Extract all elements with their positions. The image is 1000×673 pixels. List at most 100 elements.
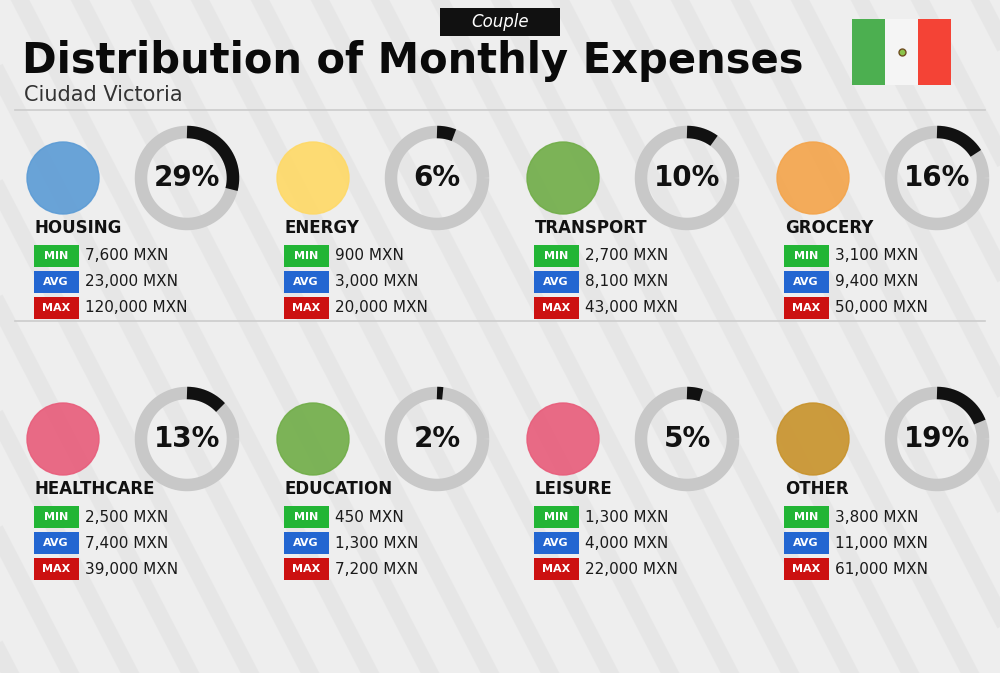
Text: OTHER: OTHER — [785, 480, 849, 498]
Text: 13%: 13% — [154, 425, 220, 453]
Text: LEISURE: LEISURE — [535, 480, 613, 498]
Text: 61,000 MXN: 61,000 MXN — [835, 561, 928, 577]
FancyBboxPatch shape — [534, 558, 578, 580]
Circle shape — [777, 403, 849, 475]
Text: 20,000 MXN: 20,000 MXN — [335, 301, 428, 316]
Circle shape — [277, 142, 349, 214]
FancyBboxPatch shape — [34, 245, 78, 267]
FancyBboxPatch shape — [534, 271, 578, 293]
FancyBboxPatch shape — [885, 19, 918, 85]
Text: MAX: MAX — [42, 303, 70, 313]
FancyBboxPatch shape — [284, 245, 328, 267]
Text: MAX: MAX — [792, 303, 820, 313]
Text: MAX: MAX — [42, 564, 70, 574]
Text: MIN: MIN — [44, 512, 68, 522]
Text: MAX: MAX — [292, 564, 320, 574]
Text: 2,700 MXN: 2,700 MXN — [585, 248, 668, 264]
FancyBboxPatch shape — [34, 506, 78, 528]
Text: 450 MXN: 450 MXN — [335, 509, 404, 524]
Text: AVG: AVG — [793, 277, 819, 287]
FancyBboxPatch shape — [284, 532, 328, 554]
Text: 7,600 MXN: 7,600 MXN — [85, 248, 168, 264]
Text: 8,100 MXN: 8,100 MXN — [585, 275, 668, 289]
Text: MIN: MIN — [294, 512, 318, 522]
Text: 1,300 MXN: 1,300 MXN — [585, 509, 668, 524]
Text: MAX: MAX — [542, 303, 570, 313]
Text: 2,500 MXN: 2,500 MXN — [85, 509, 168, 524]
Circle shape — [27, 142, 99, 214]
Text: 10%: 10% — [654, 164, 720, 192]
Text: 9,400 MXN: 9,400 MXN — [835, 275, 918, 289]
FancyBboxPatch shape — [284, 297, 328, 319]
Circle shape — [777, 142, 849, 214]
Text: 16%: 16% — [904, 164, 970, 192]
Text: AVG: AVG — [543, 538, 569, 548]
Text: AVG: AVG — [43, 277, 69, 287]
Text: 120,000 MXN: 120,000 MXN — [85, 301, 188, 316]
Text: Ciudad Victoria: Ciudad Victoria — [24, 85, 183, 105]
Circle shape — [527, 403, 599, 475]
Text: 29%: 29% — [154, 164, 220, 192]
Text: AVG: AVG — [293, 277, 319, 287]
FancyBboxPatch shape — [852, 19, 885, 85]
FancyBboxPatch shape — [784, 558, 828, 580]
Text: MIN: MIN — [544, 512, 568, 522]
Text: AVG: AVG — [43, 538, 69, 548]
FancyBboxPatch shape — [534, 245, 578, 267]
FancyBboxPatch shape — [284, 506, 328, 528]
Text: ENERGY: ENERGY — [285, 219, 360, 237]
Text: 50,000 MXN: 50,000 MXN — [835, 301, 928, 316]
Text: 3,100 MXN: 3,100 MXN — [835, 248, 918, 264]
Text: MIN: MIN — [44, 251, 68, 261]
FancyBboxPatch shape — [284, 558, 328, 580]
Text: 2%: 2% — [413, 425, 461, 453]
Text: 7,400 MXN: 7,400 MXN — [85, 536, 168, 551]
Text: HEALTHCARE: HEALTHCARE — [35, 480, 156, 498]
Circle shape — [277, 403, 349, 475]
Text: 5%: 5% — [663, 425, 711, 453]
Text: MAX: MAX — [292, 303, 320, 313]
Text: 43,000 MXN: 43,000 MXN — [585, 301, 678, 316]
Text: 900 MXN: 900 MXN — [335, 248, 404, 264]
Text: 3,800 MXN: 3,800 MXN — [835, 509, 918, 524]
Text: 23,000 MXN: 23,000 MXN — [85, 275, 178, 289]
FancyBboxPatch shape — [34, 532, 78, 554]
FancyBboxPatch shape — [784, 271, 828, 293]
Text: 22,000 MXN: 22,000 MXN — [585, 561, 678, 577]
FancyBboxPatch shape — [534, 297, 578, 319]
Circle shape — [27, 403, 99, 475]
FancyBboxPatch shape — [534, 506, 578, 528]
FancyBboxPatch shape — [440, 8, 560, 36]
Text: AVG: AVG — [543, 277, 569, 287]
FancyBboxPatch shape — [784, 532, 828, 554]
Text: 7,200 MXN: 7,200 MXN — [335, 561, 418, 577]
Text: 3,000 MXN: 3,000 MXN — [335, 275, 418, 289]
FancyBboxPatch shape — [34, 558, 78, 580]
Text: MAX: MAX — [542, 564, 570, 574]
FancyBboxPatch shape — [784, 297, 828, 319]
Text: MIN: MIN — [794, 512, 818, 522]
FancyBboxPatch shape — [284, 271, 328, 293]
Text: TRANSPORT: TRANSPORT — [535, 219, 648, 237]
Text: MAX: MAX — [792, 564, 820, 574]
Text: MIN: MIN — [544, 251, 568, 261]
FancyBboxPatch shape — [784, 245, 828, 267]
Text: EDUCATION: EDUCATION — [285, 480, 393, 498]
Text: 4,000 MXN: 4,000 MXN — [585, 536, 668, 551]
Text: MIN: MIN — [794, 251, 818, 261]
FancyBboxPatch shape — [34, 271, 78, 293]
Text: 19%: 19% — [904, 425, 970, 453]
Text: AVG: AVG — [793, 538, 819, 548]
FancyBboxPatch shape — [918, 19, 951, 85]
Text: HOUSING: HOUSING — [35, 219, 122, 237]
Text: 1,300 MXN: 1,300 MXN — [335, 536, 418, 551]
Text: MIN: MIN — [294, 251, 318, 261]
FancyBboxPatch shape — [34, 297, 78, 319]
Text: 6%: 6% — [413, 164, 461, 192]
Text: AVG: AVG — [293, 538, 319, 548]
FancyBboxPatch shape — [534, 532, 578, 554]
Text: 39,000 MXN: 39,000 MXN — [85, 561, 178, 577]
FancyBboxPatch shape — [784, 506, 828, 528]
Text: GROCERY: GROCERY — [785, 219, 873, 237]
Text: Couple: Couple — [471, 13, 529, 31]
